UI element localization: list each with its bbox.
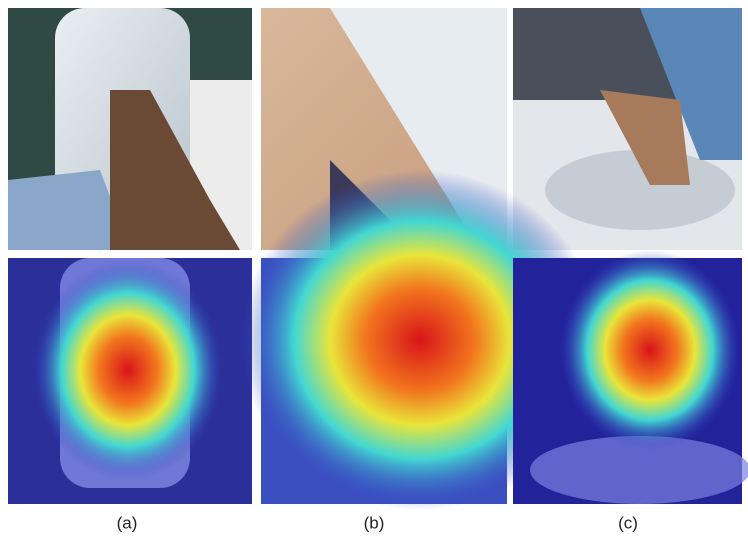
heatmap-a (8, 258, 252, 504)
photo-c (513, 8, 742, 250)
figure: (a) (b) (c) (0, 0, 748, 538)
panel-label: (c) (618, 513, 638, 532)
panel-label: (a) (117, 513, 138, 532)
heatmap-c (513, 250, 748, 504)
panel-label: (b) (364, 513, 385, 532)
photo-a (8, 8, 252, 250)
